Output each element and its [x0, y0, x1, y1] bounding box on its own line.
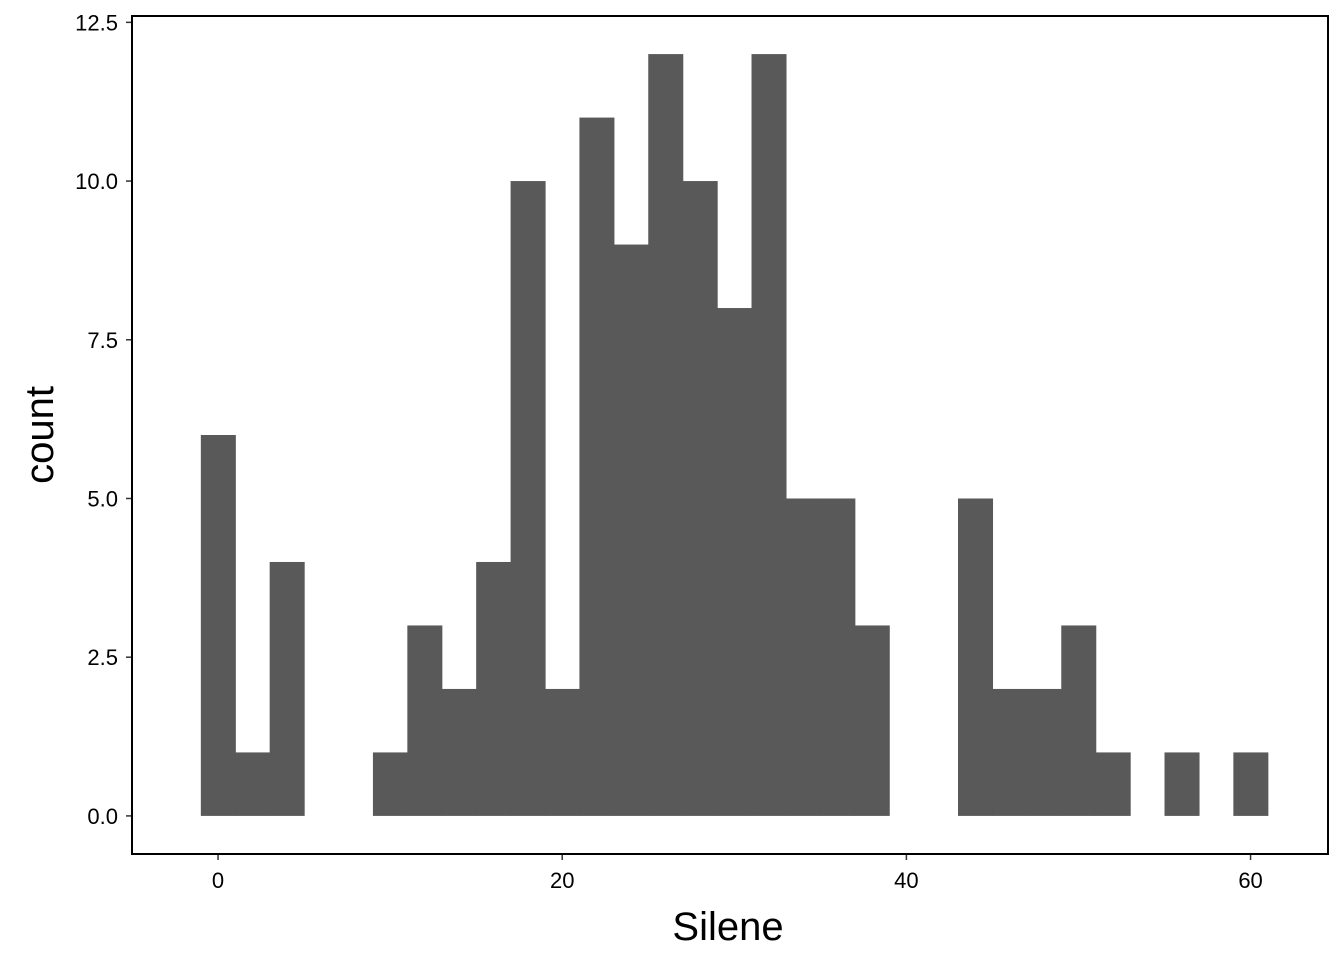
histogram-bar [510, 181, 546, 816]
histogram-bar [682, 181, 718, 816]
y-axis-title: count [18, 386, 62, 484]
y-tick-label: 2.5 [87, 645, 118, 670]
x-tick-label: 0 [212, 868, 224, 893]
histogram-bar [545, 688, 581, 816]
histogram-bar [648, 54, 684, 816]
histogram-bar [751, 54, 787, 816]
histogram-bar [407, 625, 443, 816]
x-tick-label: 40 [894, 868, 918, 893]
x-tick-label: 60 [1238, 868, 1262, 893]
histogram-bar [1095, 752, 1131, 816]
bars-group [200, 54, 1269, 816]
histogram-bar [235, 752, 271, 816]
histogram-bar [1061, 625, 1097, 816]
histogram-bar [200, 435, 236, 816]
histogram-bar [476, 561, 512, 816]
histogram-bar [269, 561, 305, 816]
x-tick-label: 20 [550, 868, 574, 893]
histogram-bar [441, 688, 477, 816]
y-tick-label: 5.0 [87, 486, 118, 511]
x-axis-title: Silene [672, 905, 783, 949]
histogram-bar [992, 688, 1028, 816]
histogram-bar [579, 117, 615, 816]
y-tick-label: 7.5 [87, 328, 118, 353]
y-axis-ticks: 0.0 2.5 5.0 7.5 10.0 12.5 [75, 10, 132, 829]
histogram-bar [820, 498, 856, 816]
panel-border [131, 15, 1329, 855]
histogram-bar [613, 244, 649, 816]
histogram-bar [1233, 752, 1269, 816]
histogram-bar [1026, 688, 1062, 816]
histogram-bar [854, 625, 890, 816]
y-tick-label: 12.5 [75, 10, 118, 35]
histogram-bar [1164, 752, 1200, 816]
y-tick-label: 0.0 [87, 804, 118, 829]
histogram-bar [717, 308, 753, 816]
histogram-bar [958, 498, 994, 816]
histogram-bar [785, 498, 821, 816]
histogram-bar [372, 752, 408, 816]
x-axis-ticks: 0 20 40 60 [212, 854, 1263, 893]
y-tick-label: 10.0 [75, 169, 118, 194]
